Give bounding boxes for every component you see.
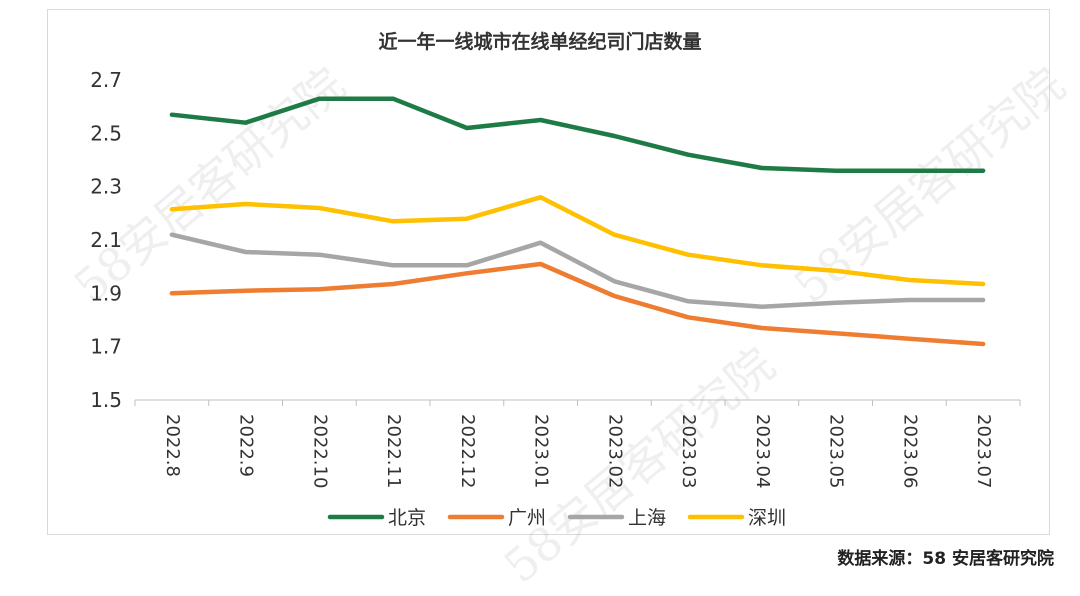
x-tick-label: 2023.05 (826, 414, 847, 488)
x-tick-label: 2022.10 (309, 414, 330, 488)
y-tick-label: 1.9 (90, 281, 122, 305)
x-tick-label: 2023.03 (678, 414, 699, 488)
y-tick-label: 1.7 (90, 335, 122, 359)
legend-label: 深圳 (748, 507, 786, 529)
series-line-1 (169, 96, 986, 173)
x-tick-label: 2022.8 (162, 414, 183, 477)
y-tick-label: 2.5 (90, 121, 122, 145)
legend-label: 上海 (628, 507, 666, 529)
chart-title: 近一年一线城市在线单经纪司门店数量 (378, 30, 701, 53)
x-tick-label: 2022.12 (457, 414, 478, 488)
x-tick-label: 2022.9 (236, 414, 257, 477)
line-chart: 近一年一线城市在线单经纪司门店数量 2.7 2.5 2.3 2.1 1.9 1.7 1.5 20… (90, 30, 1021, 529)
x-tick-label: 2023.06 (899, 414, 920, 488)
legend-label: 北京 (388, 507, 426, 529)
series-line-4 (169, 195, 986, 287)
chart-frame (47, 9, 1050, 535)
series-line-2 (169, 261, 986, 347)
x-tick-label: 2023.01 (531, 414, 552, 488)
x-tick-label: 2023.04 (752, 414, 773, 488)
source-label: 数据来源：58 安居客研究院 (837, 549, 1054, 569)
y-tick-label: 2.3 (90, 175, 122, 199)
x-tick-label: 2023.07 (973, 414, 994, 488)
y-tick-label: 2.1 (90, 228, 122, 252)
y-tick-label: 2.7 (90, 68, 122, 92)
series-line-3 (169, 232, 986, 309)
x-tick-label: 2023.02 (604, 414, 625, 488)
y-tick-label: 1.5 (90, 388, 122, 412)
x-tick-label: 2022.11 (383, 414, 404, 488)
legend-label: 广州 (508, 507, 546, 529)
